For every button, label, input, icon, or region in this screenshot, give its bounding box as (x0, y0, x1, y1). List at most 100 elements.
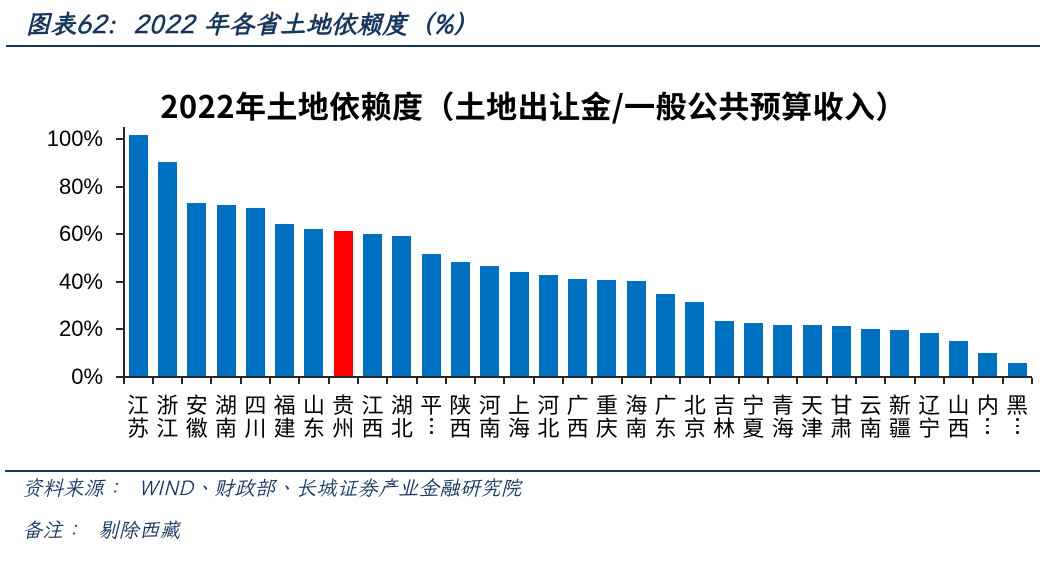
y-tick (115, 233, 123, 236)
x-category-label: 内 (973, 393, 1003, 439)
label-char: 建 (273, 411, 296, 443)
label-char: 内 (976, 388, 999, 420)
ellipsis-dots (973, 416, 1003, 439)
bar (568, 278, 588, 377)
chart-title: 2022年土地依赖度（土地出让金/一般公共预算收入） (160, 82, 907, 127)
x-axis-line (122, 375, 1032, 378)
label-char: 平 (420, 388, 443, 420)
x-category-label: 四川 (240, 393, 270, 439)
note-line: 备注： 剔除西藏 (22, 515, 180, 543)
label-char: 新 (888, 388, 911, 420)
label-char: 林 (713, 411, 736, 443)
bar (626, 280, 646, 377)
label-char: 江 (156, 411, 179, 443)
label-char: 东 (302, 411, 325, 443)
bar-highlighted (333, 231, 353, 377)
bar (919, 333, 939, 377)
x-category-label: 安徽 (182, 393, 212, 439)
label-char: 东 (654, 411, 677, 443)
bar (773, 324, 793, 377)
ellipsis-dots (416, 416, 446, 439)
bar (421, 254, 441, 377)
y-tick-label: 60% (58, 221, 103, 247)
label-char: 宁 (918, 411, 941, 443)
x-tick (562, 377, 564, 384)
y-tick (115, 280, 123, 283)
label-char: 江 (361, 388, 384, 420)
x-category-label: 江苏 (123, 393, 153, 439)
bar (216, 205, 236, 377)
bar (187, 203, 207, 377)
x-tick (269, 377, 271, 384)
label-char: 海 (771, 411, 794, 443)
x-tick (1001, 377, 1004, 384)
bar (363, 234, 383, 377)
label-char: 宁 (742, 388, 765, 420)
x-category-label: 湖南 (211, 393, 241, 439)
bar (949, 340, 969, 377)
bar (597, 280, 617, 377)
header-divider (6, 45, 1040, 47)
label-char: 黑 (1006, 388, 1029, 420)
x-tick (825, 377, 828, 384)
x-tick (767, 377, 770, 384)
ellipsis-dots (1002, 416, 1032, 439)
label-char: 云 (859, 388, 882, 420)
x-category-label: 江西 (358, 393, 388, 439)
y-tick-label: 40% (58, 268, 103, 294)
bar (831, 325, 851, 377)
x-category-label: 山西 (944, 393, 974, 439)
label-char: 河 (478, 388, 501, 420)
bar (128, 135, 148, 377)
bar (861, 328, 881, 377)
label-char: 南 (215, 411, 238, 443)
label-char: 江 (127, 388, 150, 420)
label-char: 重 (595, 388, 618, 420)
x-tick (415, 377, 418, 384)
x-category-label: 青海 (768, 393, 798, 439)
bar (509, 272, 529, 377)
x-category-label: 黑 (1002, 393, 1032, 439)
x-category-label: 天津 (797, 393, 827, 439)
label-char: 西 (361, 411, 384, 443)
x-category-label: 新疆 (885, 393, 915, 439)
bar (450, 262, 470, 377)
x-category-label: 湖北 (387, 393, 417, 439)
label-char: 广 (566, 388, 589, 420)
label-char: 甘 (830, 388, 853, 420)
label-char: 南 (859, 411, 882, 443)
label-char: 苏 (127, 411, 150, 443)
y-tick (115, 138, 123, 141)
label-char: 徽 (185, 411, 208, 443)
label-char: 京 (683, 411, 706, 443)
label-char: 海 (508, 411, 531, 443)
label-char: 西 (449, 411, 472, 443)
label-char: 安 (185, 388, 208, 420)
label-char: 北 (683, 388, 706, 420)
bar (480, 266, 500, 377)
label-char: 西 (566, 411, 589, 443)
label-char: 州 (332, 411, 355, 443)
x-tick (474, 377, 477, 384)
bar (1007, 363, 1027, 377)
label-char: 四 (244, 388, 267, 420)
x-category-label: 陕西 (445, 393, 475, 439)
x-category-label: 海南 (621, 393, 651, 439)
label-char: 夏 (742, 411, 765, 443)
label-char: 广 (654, 388, 677, 420)
y-axis-line (122, 127, 125, 378)
x-tick (151, 377, 154, 384)
x-category-label: 重庆 (592, 393, 622, 439)
label-char: 北 (390, 411, 413, 443)
label-char: 湖 (390, 388, 413, 420)
x-tick (796, 377, 799, 384)
x-tick (884, 377, 887, 384)
x-category-label: 甘肃 (826, 393, 856, 439)
bar (392, 236, 412, 377)
x-tick (913, 377, 916, 384)
x-category-label: 宁夏 (738, 393, 768, 439)
x-tick (298, 377, 301, 384)
label-char: 山 (302, 388, 325, 420)
bar (157, 162, 177, 377)
x-category-label: 北京 (680, 393, 710, 439)
